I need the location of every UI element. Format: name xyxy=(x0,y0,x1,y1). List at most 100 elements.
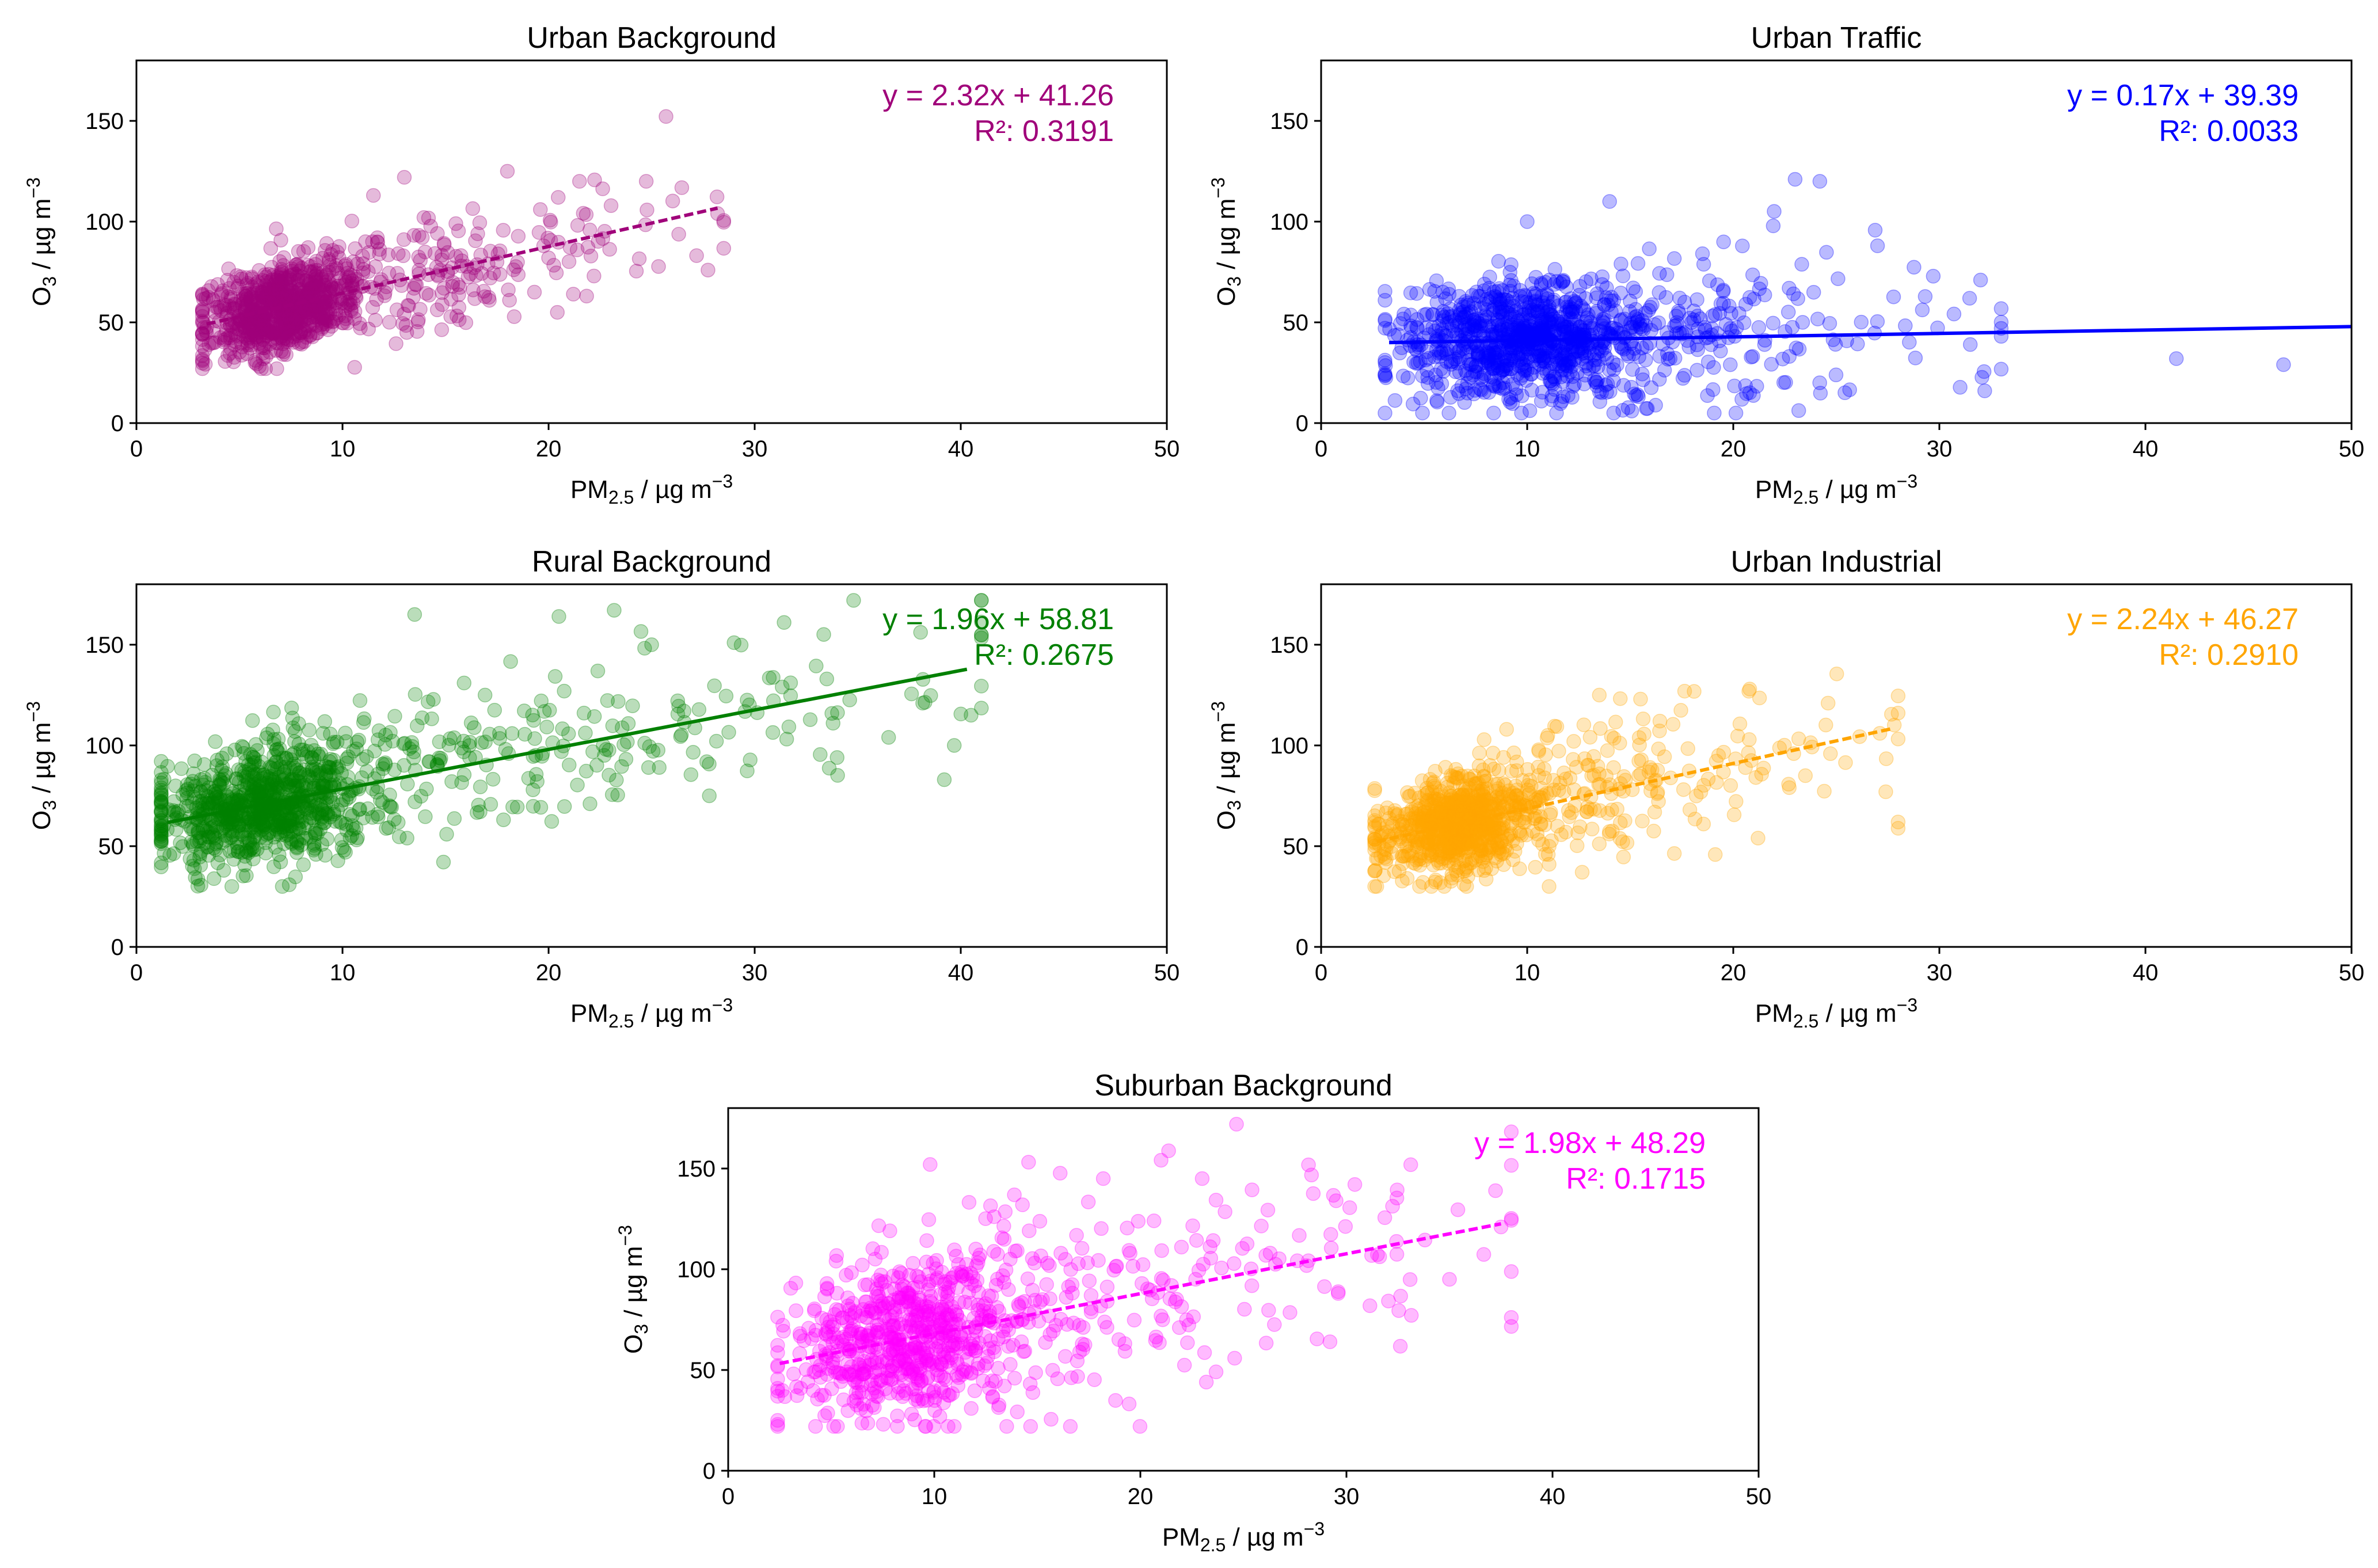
data-point xyxy=(442,731,458,747)
data-point xyxy=(189,800,204,816)
data-point xyxy=(275,278,290,294)
data-point xyxy=(1504,273,1519,288)
data-point xyxy=(1237,1301,1252,1317)
data-point xyxy=(302,274,317,290)
data-point xyxy=(227,296,242,311)
data-point xyxy=(279,347,294,362)
data-point xyxy=(389,302,405,318)
data-point xyxy=(1409,286,1424,301)
data-point xyxy=(1460,386,1475,401)
data-point xyxy=(1470,348,1486,363)
data-point xyxy=(1526,342,1541,357)
data-point xyxy=(1504,1264,1519,1279)
data-point xyxy=(1521,318,1537,333)
data-point xyxy=(1512,353,1527,368)
x-tick-label: 40 xyxy=(948,436,974,462)
data-point xyxy=(282,268,298,284)
data-point xyxy=(321,265,337,280)
x-tick-label: 30 xyxy=(742,436,768,462)
data-point xyxy=(328,311,344,326)
data-point xyxy=(440,245,455,260)
data-point xyxy=(456,675,471,691)
data-point xyxy=(195,302,210,318)
data-point xyxy=(213,330,228,345)
data-point xyxy=(1378,284,1392,299)
data-point xyxy=(1739,386,1754,401)
data-point xyxy=(1483,290,1498,305)
data-point xyxy=(233,293,249,308)
data-point xyxy=(1479,291,1494,307)
data-point xyxy=(1615,402,1630,418)
data-point xyxy=(1553,310,1568,325)
data-point xyxy=(1481,345,1496,360)
data-point xyxy=(1429,394,1445,410)
data-point xyxy=(310,309,325,325)
data-point xyxy=(262,324,278,339)
data-point xyxy=(1080,1194,1096,1209)
data-point xyxy=(279,330,294,346)
data-point xyxy=(1378,367,1392,383)
data-point xyxy=(318,767,334,782)
data-point xyxy=(1456,309,1472,325)
data-point xyxy=(242,341,258,356)
data-point xyxy=(249,293,264,309)
data-point xyxy=(1757,287,1772,303)
data-point xyxy=(426,692,441,707)
data-point xyxy=(356,262,371,277)
data-point xyxy=(1550,316,1565,331)
data-point xyxy=(254,286,270,300)
data-point xyxy=(258,329,274,344)
data-point xyxy=(1502,394,1518,410)
data-point xyxy=(547,669,563,684)
data-point xyxy=(1642,760,1658,775)
data-point xyxy=(1378,405,1392,421)
data-point xyxy=(449,309,465,324)
data-point xyxy=(1565,346,1580,361)
data-point xyxy=(1491,378,1506,394)
data-point xyxy=(1588,374,1603,390)
data-point xyxy=(195,305,210,319)
data-point xyxy=(279,279,294,294)
data-point xyxy=(317,277,332,293)
data-point xyxy=(1604,294,1619,309)
data-point xyxy=(250,313,265,328)
data-point xyxy=(1496,352,1512,367)
data-point xyxy=(439,827,454,842)
data-point xyxy=(244,269,260,285)
data-point xyxy=(1531,832,1546,848)
data-point xyxy=(1558,356,1573,371)
data-point xyxy=(317,243,333,258)
data-point xyxy=(277,321,292,336)
data-point xyxy=(247,327,262,342)
data-point xyxy=(237,857,252,873)
data-point xyxy=(1479,344,1495,360)
data-point xyxy=(1630,312,1646,327)
data-point xyxy=(197,342,212,357)
data-point xyxy=(1495,304,1510,319)
data-point xyxy=(278,313,294,328)
data-point xyxy=(1535,301,1550,317)
data-point xyxy=(308,271,324,287)
data-point xyxy=(257,320,273,335)
data-point xyxy=(193,877,208,893)
data-point xyxy=(1550,343,1565,359)
regression-equation: y = 0.17x + 39.39 xyxy=(2067,79,2299,112)
data-point xyxy=(1445,318,1460,333)
data-point xyxy=(1723,306,1738,321)
data-point xyxy=(234,340,250,355)
data-point xyxy=(300,324,316,340)
data-point xyxy=(1590,345,1605,360)
data-point xyxy=(301,283,316,299)
data-point xyxy=(638,174,654,189)
data-point xyxy=(207,335,222,350)
data-point xyxy=(1606,405,1622,421)
data-point xyxy=(330,245,345,260)
data-point xyxy=(1795,315,1810,330)
data-point xyxy=(315,265,331,280)
data-point xyxy=(206,335,221,351)
data-point xyxy=(338,734,353,749)
data-point xyxy=(377,288,392,303)
data-point xyxy=(253,313,268,329)
data-point xyxy=(721,725,736,740)
data-point xyxy=(1561,355,1577,370)
